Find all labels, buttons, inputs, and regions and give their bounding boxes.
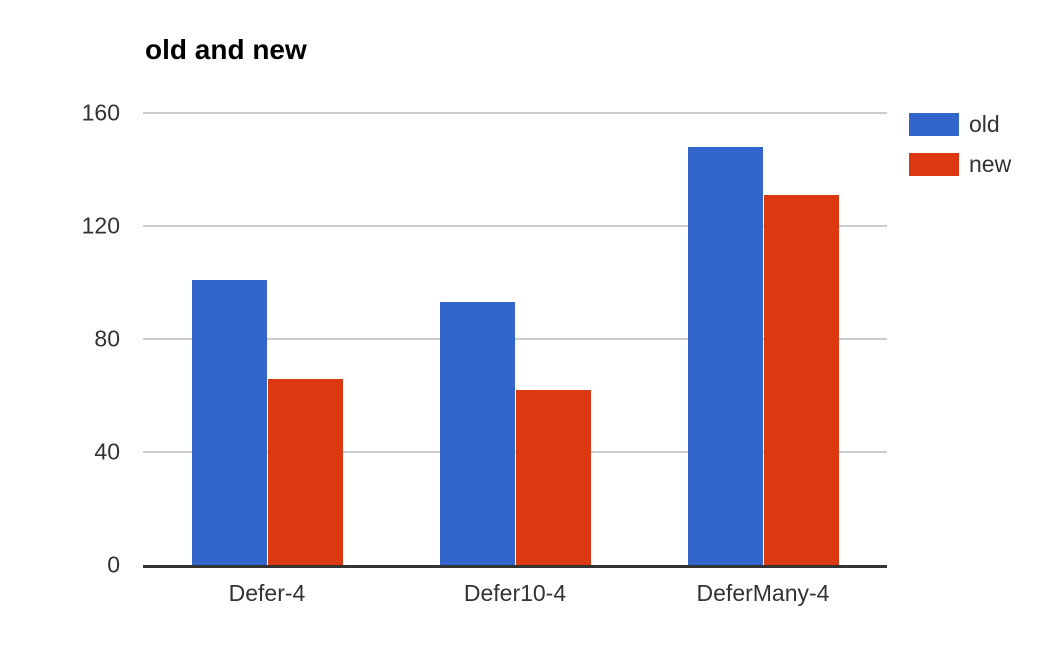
legend-label-new: new xyxy=(969,151,1012,177)
y-axis-tick-label-40: 40 xyxy=(94,438,120,465)
bar-old-DeferMany-4 xyxy=(687,146,763,565)
y-axis: 0 40 80 120 160 xyxy=(0,100,120,578)
gridline-120 xyxy=(143,225,887,227)
legend: old new xyxy=(909,111,1011,178)
y-axis-tick-label-160: 160 xyxy=(81,99,120,126)
x-axis-category-label-Defer-4: Defer-4 xyxy=(228,580,306,606)
bar-new-Defer10-4 xyxy=(515,389,591,565)
gridline-40 xyxy=(143,451,887,453)
legend-label-old: old xyxy=(969,111,1000,137)
x-axis-category-label-Defer10-4: Defer10-4 xyxy=(463,580,567,606)
x-axis: Defer-4 Defer10-4 DeferMany-4 xyxy=(143,580,887,607)
bar-old-Defer10-4 xyxy=(439,302,515,565)
gridline-80 xyxy=(143,338,887,340)
bar-group-Defer-4 xyxy=(143,113,391,565)
bar-new-Defer-4 xyxy=(267,378,343,565)
bar-new-DeferMany-4 xyxy=(763,194,839,565)
plot-area xyxy=(143,112,887,568)
bar-group-Defer10-4 xyxy=(391,113,639,565)
y-axis-tick-label-120: 120 xyxy=(81,212,120,239)
gridline-160 xyxy=(143,112,887,114)
chart-title: old and new xyxy=(145,34,307,65)
y-axis-tick-label-0: 0 xyxy=(107,551,120,578)
legend-item-old: old xyxy=(909,111,1011,138)
legend-swatch-old xyxy=(909,113,959,136)
y-axis-tick-label-80: 80 xyxy=(94,325,120,352)
x-axis-category-label-DeferMany-4: DeferMany-4 xyxy=(696,580,830,606)
legend-item-new: new xyxy=(909,151,1011,178)
bar-group-DeferMany-4 xyxy=(639,113,887,565)
bar-old-Defer-4 xyxy=(191,279,267,565)
legend-swatch-new xyxy=(909,153,959,176)
